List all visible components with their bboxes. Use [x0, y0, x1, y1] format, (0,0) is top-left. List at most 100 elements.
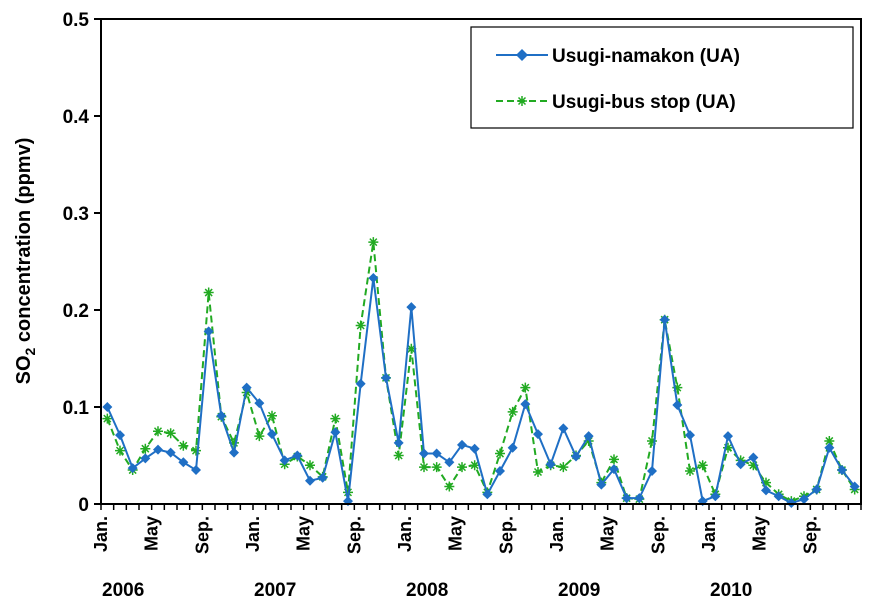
data-point	[229, 447, 239, 458]
data-point	[279, 455, 290, 466]
data-point	[824, 442, 835, 453]
data-point	[216, 410, 227, 421]
data-point	[735, 459, 746, 470]
data-point	[355, 320, 366, 331]
data-point	[457, 439, 467, 450]
data-point	[254, 398, 265, 409]
x-month-label: Sep.	[496, 516, 516, 554]
data-point	[685, 430, 695, 441]
x-month-label: May	[446, 516, 466, 551]
data-point	[444, 481, 455, 492]
data-point	[571, 451, 581, 462]
x-month-label: May	[598, 516, 618, 551]
data-point	[115, 445, 125, 456]
data-point	[533, 429, 543, 440]
legend: Usugi-namakon (UA) Usugi-bus stop (UA)	[470, 26, 854, 129]
data-point	[672, 400, 683, 411]
data-point	[596, 479, 607, 490]
data-point	[469, 443, 480, 454]
data-point	[659, 314, 670, 325]
data-point	[507, 406, 518, 417]
y-tick-label: 0.2	[63, 301, 89, 322]
x-month-label: Jan.	[699, 516, 719, 552]
y-tick-label: 0.3	[63, 204, 89, 225]
data-point	[773, 491, 784, 502]
data-point	[647, 435, 657, 446]
data-point	[381, 372, 391, 383]
data-point	[140, 443, 151, 454]
data-point	[495, 448, 505, 459]
data-point	[419, 462, 429, 473]
data-point	[330, 413, 341, 424]
year-label: 2009	[558, 580, 600, 601]
x-month-label: May	[142, 516, 162, 551]
data-point	[723, 442, 733, 453]
x-month-label: Sep.	[800, 516, 820, 554]
series-usugi-namakon	[102, 272, 860, 509]
data-point	[431, 448, 442, 459]
data-point	[191, 465, 201, 476]
year-label: 2006	[102, 580, 144, 601]
legend-item: Usugi-namakon (UA)	[496, 46, 740, 67]
x-month-label: Sep.	[648, 516, 668, 554]
data-point	[165, 428, 176, 439]
legend-marker	[517, 96, 527, 106]
year-label: 2008	[406, 580, 448, 601]
y-axis-title: SO2 concentration (ppmv)	[13, 138, 38, 385]
year-label: 2007	[254, 580, 296, 601]
data-point	[507, 442, 518, 453]
data-point	[431, 462, 442, 473]
legend-label: Usugi-namakon (UA)	[552, 46, 740, 67]
data-point	[482, 489, 493, 500]
x-month-label: Sep.	[344, 516, 364, 554]
data-point	[368, 272, 379, 283]
y-axis-ticks: 0 0.1 0.2 0.3 0.4 0.5	[63, 10, 101, 516]
legend-label: Usugi-bus stop (UA)	[552, 92, 736, 113]
x-month-label: Jan.	[243, 516, 263, 552]
data-point	[697, 460, 708, 471]
data-point	[165, 447, 176, 458]
data-point	[672, 382, 683, 393]
data-point	[153, 444, 163, 455]
data-point	[191, 445, 201, 456]
y-axis-label: SO2 concentration (ppmv)	[13, 138, 38, 385]
x-month-label: Jan.	[547, 516, 567, 552]
data-point	[710, 491, 721, 502]
data-point	[495, 466, 505, 477]
data-point	[368, 237, 379, 248]
data-point	[558, 462, 569, 473]
data-point	[140, 453, 151, 464]
data-point	[419, 448, 429, 459]
x-month-label: Jan.	[395, 516, 415, 552]
data-point	[317, 472, 328, 483]
data-point	[811, 484, 822, 495]
plot-frame	[100, 18, 862, 505]
data-point	[520, 382, 531, 393]
y-tick-label: 0.1	[63, 398, 90, 419]
data-point	[241, 382, 252, 393]
data-point	[229, 437, 239, 448]
data-point	[355, 378, 366, 389]
data-point	[102, 413, 113, 424]
data-point	[292, 450, 303, 461]
data-point	[799, 494, 809, 505]
data-point	[723, 431, 733, 442]
y-axis-title-rest: concentration (ppmv)	[13, 138, 35, 348]
data-point	[102, 402, 113, 412]
y-tick-label: 0.5	[63, 10, 90, 31]
data-point	[558, 423, 569, 434]
series-layer	[102, 237, 860, 509]
data-point	[406, 343, 417, 354]
data-point	[203, 287, 214, 298]
data-point	[305, 475, 315, 486]
y-tick-label: 0	[78, 495, 89, 516]
data-point	[457, 462, 467, 473]
data-point	[685, 466, 695, 477]
data-point	[761, 477, 771, 488]
legend-item: Usugi-bus stop (UA)	[496, 92, 736, 113]
data-point	[520, 399, 531, 410]
data-point	[621, 493, 632, 504]
year-labels: 2006 2007 2008 2009 2010	[102, 580, 752, 601]
data-point	[647, 466, 657, 477]
